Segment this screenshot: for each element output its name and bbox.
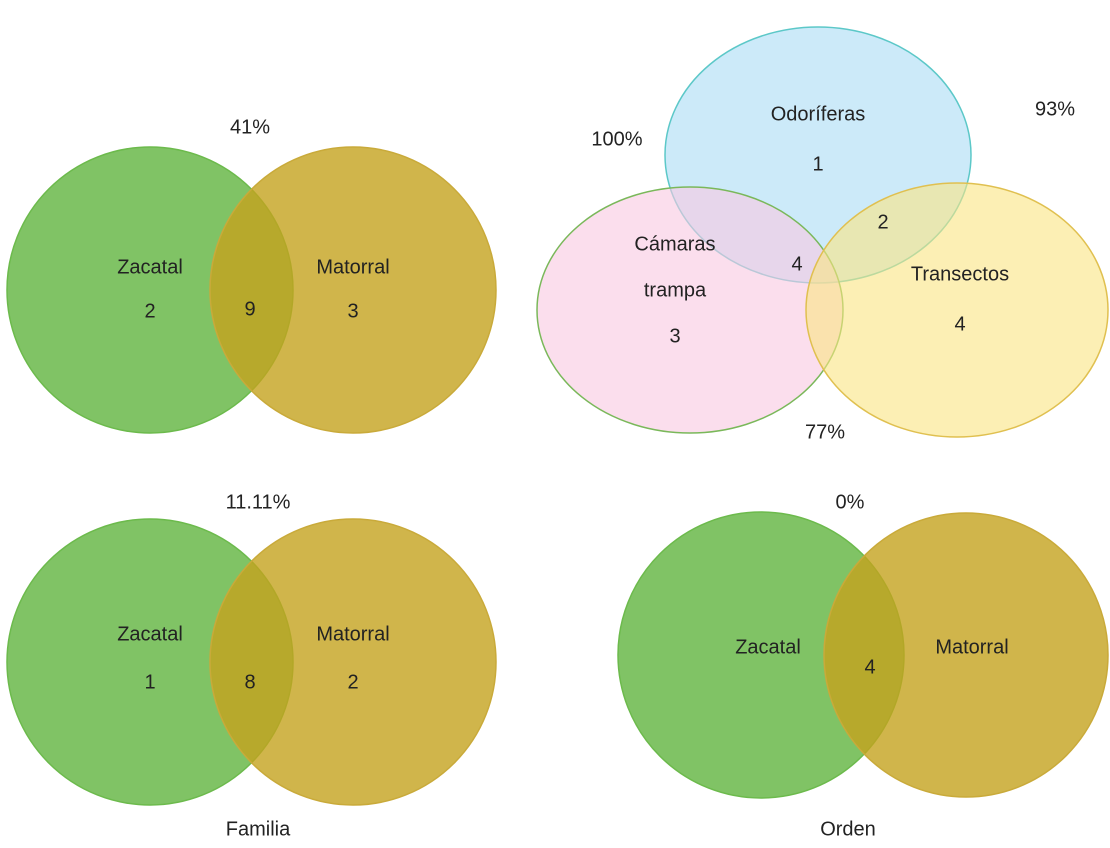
set-count: 1 xyxy=(812,153,823,175)
set-label: Cámaras xyxy=(634,233,715,255)
transectos-ellipse xyxy=(805,182,1109,438)
percentage: 0% xyxy=(836,491,865,513)
set-count: 2 xyxy=(347,671,358,693)
set-label: Matorral xyxy=(935,636,1008,658)
percentage: 100% xyxy=(591,128,642,150)
camaras-ellipse xyxy=(536,186,844,434)
overlap-count: 2 xyxy=(877,211,888,233)
matorral-circle xyxy=(209,518,497,806)
percentage: 93% xyxy=(1035,98,1075,120)
set-label: Matorral xyxy=(316,256,389,278)
matorral-circle xyxy=(823,512,1109,798)
caption: Orden xyxy=(820,818,876,840)
overlap-count: 8 xyxy=(244,671,255,693)
percentage: 11.11% xyxy=(226,491,291,513)
overlap-count: 4 xyxy=(791,253,802,275)
set-label: Zacatal xyxy=(117,623,183,645)
caption: Familia xyxy=(226,818,291,840)
matorral-circle xyxy=(209,146,497,434)
set-count: 2 xyxy=(144,300,155,322)
set-count: 3 xyxy=(347,300,358,322)
set-label: Zacatal xyxy=(117,256,183,278)
set-label: Transectos xyxy=(911,263,1009,285)
percentage: 41% xyxy=(230,116,270,138)
overlap-count: 9 xyxy=(244,298,255,320)
set-count: 3 xyxy=(669,325,680,347)
set-count: 1 xyxy=(144,671,155,693)
set-label: Matorral xyxy=(316,623,389,645)
overlap-count: 4 xyxy=(864,656,875,678)
percentage: 77% xyxy=(805,421,845,443)
set-label: Zacatal xyxy=(735,636,801,658)
set-label: trampa xyxy=(644,279,707,301)
set-label: Odoríferas xyxy=(771,103,865,125)
set-count: 4 xyxy=(954,313,965,335)
